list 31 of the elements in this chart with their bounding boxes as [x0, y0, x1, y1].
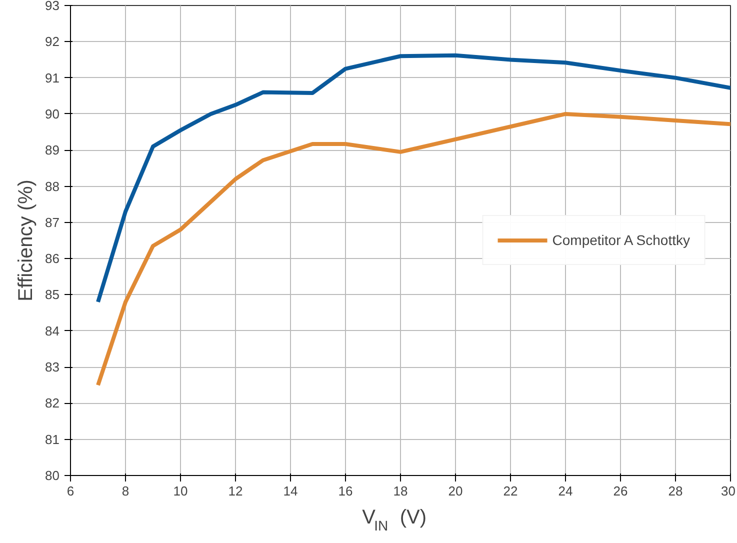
x-tick-label: 26	[613, 484, 628, 498]
x-tick-label: 24	[558, 484, 573, 498]
y-tick-label: 92	[45, 34, 60, 50]
y-tick-label: 85	[45, 287, 60, 302]
y-tick-label: 82	[45, 396, 60, 411]
legend-label: Competitor A Schottky	[552, 232, 690, 248]
x-tick-label: 8	[122, 484, 130, 498]
y-axis-title: Efficiency (%)	[15, 180, 38, 302]
y-tick-label: 83	[45, 360, 60, 375]
y-tick-label: 86	[45, 251, 60, 266]
line-series	[96, 53, 730, 304]
line-series	[96, 112, 730, 388]
y-tick-label: 89	[45, 142, 60, 158]
y-tick-label: 91	[45, 70, 60, 86]
y-tick-label: 80	[45, 468, 60, 483]
x-tick-label: 22	[503, 484, 518, 498]
y-tick-label: 84	[45, 323, 60, 338]
y-tick-label: 87	[45, 214, 60, 230]
x-tick-label: 14	[283, 484, 298, 498]
x-tick-label: 6	[66, 484, 74, 498]
y-tick-label: 90	[45, 106, 60, 122]
x-tick-label: 12	[228, 484, 243, 498]
x-tick-label: 16	[338, 484, 353, 498]
x-tick-label: 28	[668, 484, 683, 498]
x-tick-label: 10	[173, 484, 188, 498]
x-tick-label: 20	[448, 484, 463, 498]
y-tick-label: 81	[45, 432, 60, 447]
x-tick-label: 18	[393, 484, 408, 498]
y-tick-label: 93	[45, 0, 60, 13]
y-tick-label: 88	[45, 178, 60, 194]
x-tick-label: 30	[721, 484, 736, 498]
